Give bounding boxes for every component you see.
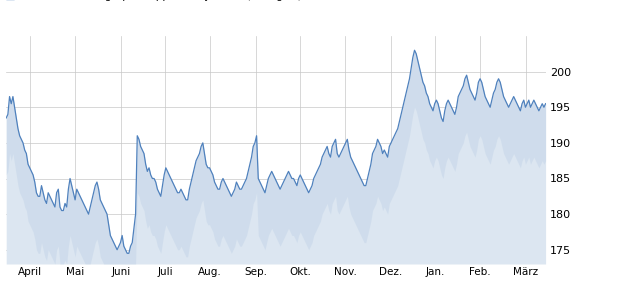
Legend: Solactive Demographic Opportunity Perf... (Stuttgart): Solactive Demographic Opportunity Perf..… xyxy=(6,0,301,1)
